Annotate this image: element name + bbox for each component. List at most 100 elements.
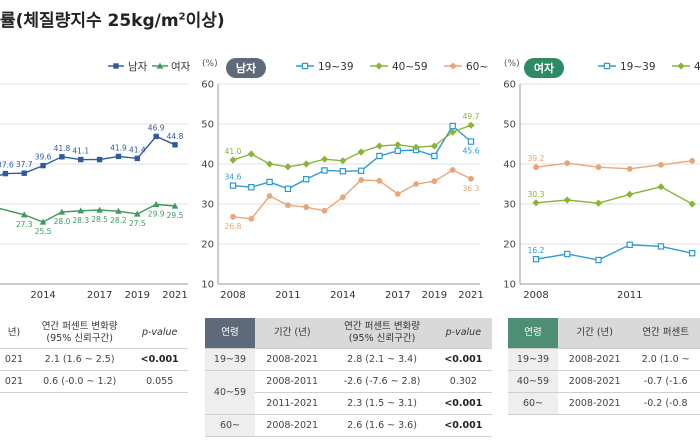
y-axis-unit: (%)	[504, 59, 520, 69]
table-header-pvalue: p-value	[434, 318, 492, 349]
data-point	[247, 150, 255, 158]
y-axis-unit: (%)	[202, 59, 218, 69]
legend-label: 여자	[171, 61, 191, 73]
legend-label: 4	[694, 61, 700, 73]
data-point	[96, 156, 103, 163]
data-point	[39, 218, 47, 225]
data-point	[358, 177, 365, 183]
data-point	[394, 147, 401, 154]
data-point	[376, 152, 383, 160]
table-cell: 021	[0, 370, 28, 393]
series-line	[232, 169, 472, 220]
data-point	[40, 162, 46, 169]
data-point	[134, 155, 141, 162]
data-point	[229, 156, 237, 164]
data-point	[564, 160, 571, 167]
y-tick-label: 50	[201, 120, 214, 131]
table-header-apc: 연간 퍼센트	[631, 318, 700, 349]
data-point	[339, 157, 347, 165]
table-cell: 40~59	[508, 370, 558, 393]
data-label: 44.8	[167, 132, 184, 141]
table-header-apc: 연간 퍼센트 변화량 (95% 신뢰구간)	[329, 318, 435, 349]
table-cell: 2.6 (1.6 ~ 3.6)	[329, 414, 435, 437]
table-cell: 021	[0, 348, 28, 371]
data-point	[172, 142, 178, 148]
table-row: 40~59 2008-2021 -0.7 (-1.6	[508, 370, 700, 393]
data-point	[658, 161, 664, 168]
data-point	[449, 122, 456, 130]
y-tick-label: 40	[503, 160, 516, 171]
table-cell: 0.302	[434, 370, 492, 393]
x-tick-label: 2019	[422, 290, 447, 301]
table-cell: 2008-2021	[255, 414, 330, 437]
y-tick-label: 10	[503, 280, 516, 291]
table-header-period: 기간 (년)	[255, 318, 330, 349]
data-point	[467, 121, 475, 129]
data-point	[266, 193, 273, 199]
table-row: 2011-2021 2.3 (1.5 ~ 3.1) <0.001	[205, 392, 492, 415]
data-point	[626, 190, 634, 198]
data-point	[339, 168, 347, 175]
y-tick-label: 30	[201, 200, 214, 211]
y-tick-label: 50	[503, 120, 516, 131]
data-point	[431, 178, 438, 185]
panel-badge	[524, 58, 564, 78]
data-point	[376, 177, 383, 184]
table-row: 60~ 2008-2021 2.6 (1.6 ~ 3.6) <0.001	[205, 414, 492, 437]
data-label: 25.5	[35, 227, 52, 236]
data-label: 46.9	[148, 123, 165, 132]
table-header-pvalue: p-value	[131, 318, 188, 349]
data-point	[532, 199, 540, 207]
table-cell: 2008-2021	[255, 348, 330, 371]
data-label: 41.9	[110, 143, 127, 152]
legend-marker	[113, 63, 119, 69]
data-point	[394, 141, 402, 149]
series-line	[0, 203, 176, 223]
data-point	[59, 154, 65, 160]
data-label: 41.8	[54, 144, 71, 153]
table-cell: 2008-2021	[558, 370, 632, 393]
table-header-age: 연령	[205, 318, 255, 349]
y-tick-label: 40	[201, 160, 214, 171]
male-trend-table: 연령 기간 (년) 연간 퍼센트 변화량 (95% 신뢰구간) p-value …	[205, 318, 492, 437]
data-point	[266, 178, 273, 186]
data-point	[302, 160, 310, 168]
table-row: 19~39 2008-2021 2.0 (1.0 ~	[508, 348, 700, 371]
legend-label: 19~39	[318, 61, 354, 73]
data-label: 30.3	[528, 190, 545, 199]
data-point	[413, 181, 419, 187]
table-cell: 2008-2011	[255, 370, 330, 393]
data-point	[303, 176, 310, 183]
data-point	[657, 183, 665, 191]
table-cell: <0.001	[131, 348, 188, 371]
data-point	[248, 184, 255, 191]
data-label: 45.6	[463, 147, 480, 156]
data-point	[657, 243, 665, 250]
legend-marker	[450, 63, 456, 69]
data-label: 41.0	[225, 147, 242, 156]
legend-label: 60~	[466, 61, 488, 73]
data-label: 27.3	[16, 220, 33, 229]
data-point	[152, 201, 160, 207]
data-point	[595, 256, 602, 264]
data-point	[321, 167, 328, 174]
data-point	[532, 256, 540, 263]
data-point	[266, 160, 274, 168]
table-row: 40~59 2008-2011 -2.6 (-7.6 ~ 2.8) 0.302	[205, 370, 492, 415]
table-cell: 2008-2021	[558, 392, 632, 415]
data-point	[594, 199, 603, 207]
x-tick-label: 2019	[125, 290, 150, 301]
data-label: 49.7	[463, 112, 480, 121]
legend-label: 남자	[128, 61, 148, 73]
data-point	[563, 196, 571, 204]
table-cell: 2.0 (1.0 ~	[631, 348, 700, 371]
y-tick-label: 30	[503, 200, 516, 211]
data-point	[375, 142, 384, 150]
x-tick-label: 2014	[330, 290, 355, 301]
x-tick-label: 2017	[385, 290, 410, 301]
data-point	[20, 211, 28, 218]
data-point	[412, 143, 420, 151]
x-tick-label: 2011	[275, 290, 300, 301]
page-title: 률(체질량지수 25kg/m2이상)	[0, 11, 225, 31]
data-point	[96, 206, 103, 213]
